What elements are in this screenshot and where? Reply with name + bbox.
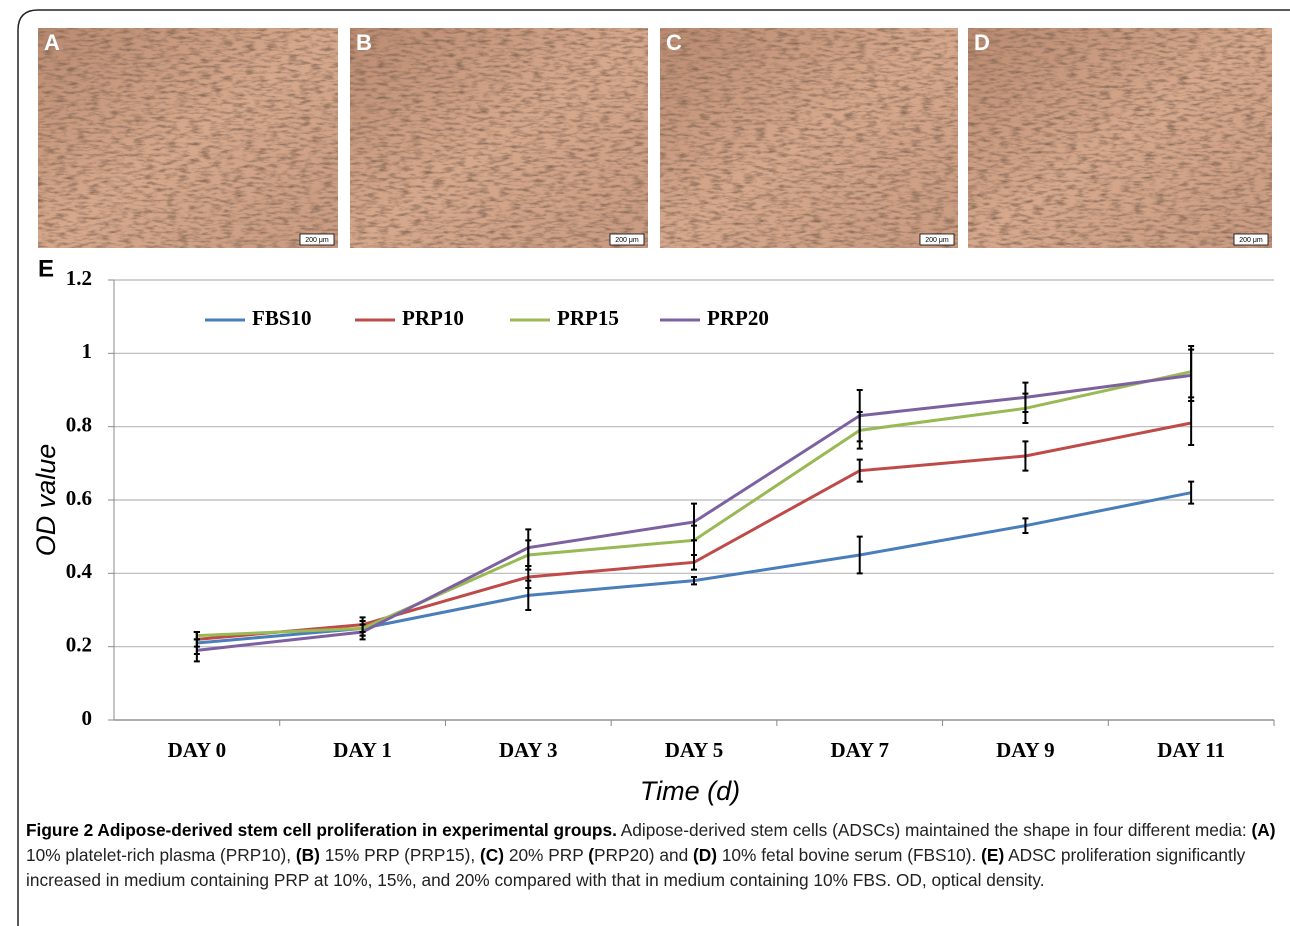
panel-label: C [666, 30, 682, 55]
legend-label: PRP15 [557, 306, 619, 330]
caption-text: Adipose-derived stem cells (ADSCs) maint… [620, 820, 1247, 840]
y-axis-label: OD value [31, 444, 61, 557]
micrograph-texture [350, 28, 648, 248]
scale-bar-label: 200 μm [305, 237, 329, 244]
y-tick-label: 0.6 [66, 486, 92, 510]
caption-text: ADSC proliferation significantly increas… [26, 845, 1246, 890]
error-bar [1188, 480, 1195, 505]
caption-ref: (B) [295, 845, 320, 865]
scale-bar-box [1233, 233, 1269, 246]
x-tick-label: DAY 9 [996, 738, 1055, 762]
panel-label: E [38, 255, 54, 282]
scale-bar-box [299, 233, 335, 246]
legend-label: FBS10 [252, 306, 312, 330]
caption-ref: (A) [1251, 820, 1276, 840]
scale-bar-label: 200 μm [925, 237, 949, 244]
caption-ref: (C) [480, 845, 505, 865]
y-tick-label: 0.2 [66, 632, 92, 656]
panel-label: B [356, 30, 372, 55]
caption-text: 10% platelet-rich plasma (PRP10), [26, 845, 292, 865]
caption-text: 10% fetal bovine serum (FBS10). [721, 845, 977, 865]
scale-bar-label: 200 μm [615, 237, 639, 244]
error-bar [525, 528, 532, 567]
scale-bar-box [919, 233, 955, 246]
micrograph-texture [38, 28, 338, 248]
y-tick-label: 0.4 [66, 559, 93, 583]
error-bar [691, 576, 697, 586]
error-bar [856, 389, 863, 443]
x-tick-label: DAY 1 [333, 738, 392, 762]
caption-text: PRP20) and [594, 845, 689, 865]
y-tick-label: 0 [82, 706, 93, 730]
x-tick-label: DAY 11 [1157, 738, 1225, 762]
x-tick-label: DAY 3 [499, 738, 558, 762]
micrograph-texture [660, 28, 958, 248]
error-bar [1022, 440, 1029, 472]
error-bar [691, 502, 697, 542]
caption-title: Figure 2 Adipose-derived stem cell proli… [26, 820, 617, 840]
x-tick-label: DAY 0 [168, 738, 227, 762]
legend-label: PRP10 [402, 306, 464, 330]
error-bar [1022, 381, 1029, 413]
legend-label: PRP20 [707, 306, 769, 330]
error-bar [1022, 517, 1029, 534]
caption-text: 20% PRP [508, 845, 584, 865]
scale-bar-box [609, 233, 645, 246]
caption: Figure 2 Adipose-derived stem cell proli… [26, 818, 1276, 893]
x-tick-label: DAY 7 [830, 738, 889, 762]
x-tick-label: DAY 5 [665, 738, 724, 762]
panel-label: A [44, 30, 60, 55]
scale-bar-label: 200 μm [1239, 237, 1263, 244]
error-bar [359, 623, 366, 641]
frame [17, 9, 1290, 926]
caption-ref: (D) [693, 845, 717, 865]
error-bar [856, 458, 863, 483]
panel-label: D [974, 30, 990, 55]
error-bar [193, 638, 200, 663]
y-tick-label: 1.2 [66, 266, 92, 290]
caption-ref: ( [588, 845, 595, 865]
y-tick-label: 1 [82, 339, 93, 363]
caption-text: 15% PRP (PRP15), [324, 845, 476, 865]
x-axis-label: Time (d) [640, 776, 740, 806]
micrograph-texture [968, 28, 1272, 248]
caption-ref: (E) [981, 845, 1005, 865]
error-bar [856, 535, 863, 575]
y-tick-label: 0.8 [66, 412, 92, 436]
error-bar [1188, 348, 1195, 402]
